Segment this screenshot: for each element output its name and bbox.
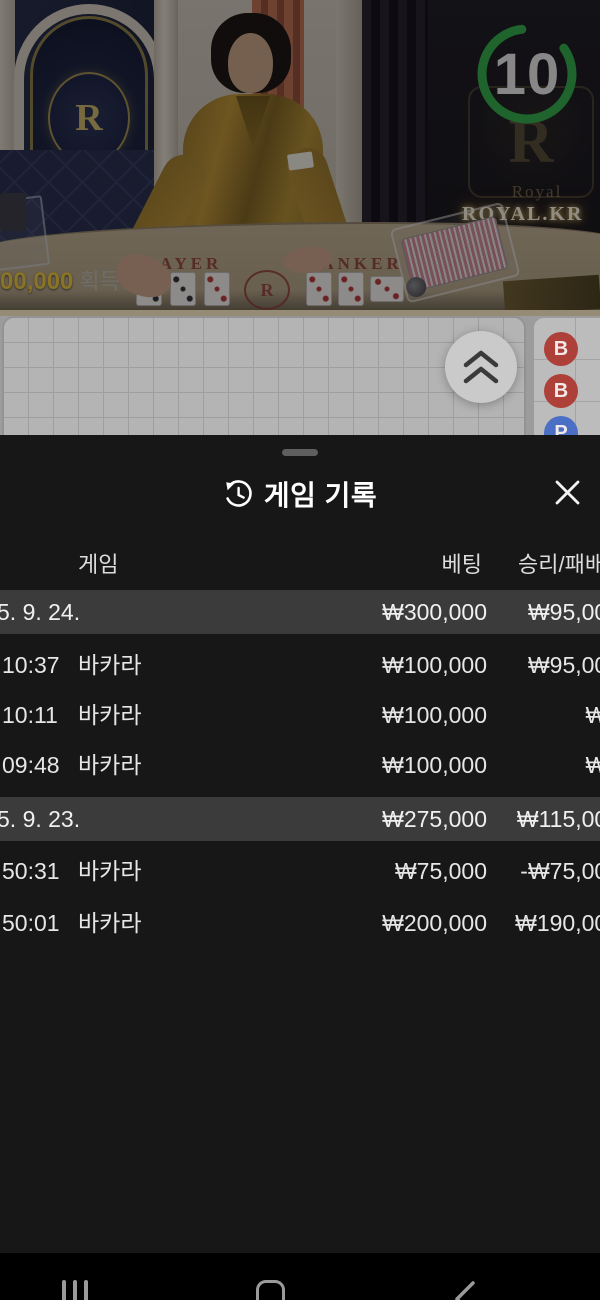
dealer-face bbox=[228, 33, 273, 93]
row-game: 바카라 bbox=[78, 652, 142, 678]
close-button[interactable] bbox=[551, 476, 583, 508]
big-road-grid bbox=[2, 316, 526, 435]
android-nav-bar bbox=[0, 1253, 600, 1300]
column-bet: 베팅 bbox=[441, 552, 482, 577]
bead-player: P bbox=[544, 416, 578, 435]
row-game: 바카라 bbox=[78, 702, 142, 728]
group-winloss-total: ₩95,000 bbox=[527, 599, 600, 625]
row-bet: ₩100,000 bbox=[382, 702, 487, 728]
home-button[interactable] bbox=[256, 1280, 285, 1300]
roadmap-strip: B B P bbox=[0, 310, 600, 435]
column-game: 게임 bbox=[78, 552, 119, 577]
expand-roadmap-button[interactable] bbox=[445, 331, 517, 403]
dealer-name-tag bbox=[287, 151, 314, 171]
sheet-header: 게임 기록 bbox=[0, 475, 600, 513]
group-winloss-total: ₩115,000 bbox=[516, 806, 600, 832]
sheet-drag-handle[interactable] bbox=[282, 449, 318, 456]
row-bet: ₩100,000 bbox=[382, 752, 487, 778]
group-bet-total: ₩300,000 bbox=[382, 599, 487, 625]
group-bet-total: ₩275,000 bbox=[382, 806, 487, 832]
history-row: 50:01 바카라 ₩200,000 ₩190,000 bbox=[0, 901, 600, 945]
history-clock-icon bbox=[226, 480, 252, 507]
row-time: 50:31 bbox=[2, 858, 60, 884]
row-time: 10:37 bbox=[2, 652, 60, 678]
row-game: 바카라 bbox=[78, 858, 142, 884]
history-row: 50:31 바카라 ₩75,000 -₩75,000 bbox=[0, 849, 600, 893]
bead-banker: B bbox=[544, 374, 578, 408]
win-toast-amount: 00,000 bbox=[0, 268, 74, 295]
bead-plate-panel: B B P bbox=[532, 316, 600, 435]
row-winloss: -₩75,000 bbox=[520, 858, 600, 884]
live-dealer-video: R R Royal ROYAL.KR PLAYER BANKER R bbox=[0, 0, 600, 310]
row-winloss: ₩0 bbox=[585, 702, 600, 728]
history-row: 10:37 바카라 ₩100,000 ₩95,000 bbox=[0, 643, 600, 687]
banker-card bbox=[338, 272, 364, 306]
row-bet: ₩200,000 bbox=[382, 910, 487, 936]
bead-banker: B bbox=[544, 332, 578, 366]
table-crest: R bbox=[244, 270, 290, 310]
row-winloss: ₩0 bbox=[585, 752, 600, 778]
timer-seconds: 10 bbox=[493, 42, 561, 107]
history-row: 10:11 바카라 ₩100,000 ₩0 bbox=[0, 693, 600, 737]
win-toast: 00,000 획득 bbox=[0, 264, 120, 296]
group-date: 5. 9. 24. bbox=[0, 599, 81, 625]
banker-card bbox=[306, 272, 332, 306]
date-group-row: 5. 9. 23. ₩275,000 ₩115,000 bbox=[0, 797, 600, 841]
shoe-base-plate bbox=[502, 274, 600, 310]
back-chevron-icon bbox=[455, 1281, 475, 1300]
player-card bbox=[204, 272, 230, 306]
recents-icon bbox=[62, 1280, 66, 1300]
table-column-headers: 게임 베팅 승리/패배 bbox=[0, 547, 600, 577]
row-bet: ₩100,000 bbox=[382, 652, 487, 678]
row-time: 50:01 bbox=[2, 910, 60, 936]
recents-button[interactable] bbox=[62, 1280, 91, 1300]
discard-dark-object bbox=[0, 193, 26, 231]
back-button[interactable] bbox=[451, 1279, 479, 1300]
row-winloss: ₩190,000 bbox=[515, 910, 600, 936]
banker-card-rotated bbox=[370, 276, 404, 302]
win-toast-suffix: 획득 bbox=[79, 269, 120, 294]
double-chevron-up-icon bbox=[463, 350, 499, 384]
sheet-title: 게임 기록 bbox=[263, 480, 378, 511]
row-time: 09:48 bbox=[2, 752, 60, 778]
brand-caption: Royal bbox=[511, 182, 563, 201]
group-date: 5. 9. 23. bbox=[0, 806, 81, 832]
row-bet: ₩75,000 bbox=[394, 858, 487, 884]
row-winloss: ₩95,000 bbox=[527, 652, 600, 678]
close-icon bbox=[555, 480, 579, 504]
game-history-sheet: 게임 기록 게임 베팅 승리/패배 5. 9. 24. ₩300,000 ₩95… bbox=[0, 435, 600, 1253]
player-card bbox=[170, 272, 196, 306]
row-game: 바카라 bbox=[78, 910, 142, 936]
pillar bbox=[336, 0, 362, 235]
column-winloss: 승리/패배 bbox=[518, 552, 600, 577]
date-group-row: 5. 9. 24. ₩300,000 ₩95,000 bbox=[0, 590, 600, 634]
row-game: 바카라 bbox=[78, 752, 142, 778]
history-row: 09:48 바카라 ₩100,000 ₩0 bbox=[0, 743, 600, 787]
timer-ring bbox=[477, 24, 577, 124]
countdown-timer: 10 bbox=[468, 15, 586, 133]
row-time: 10:11 bbox=[2, 702, 58, 728]
